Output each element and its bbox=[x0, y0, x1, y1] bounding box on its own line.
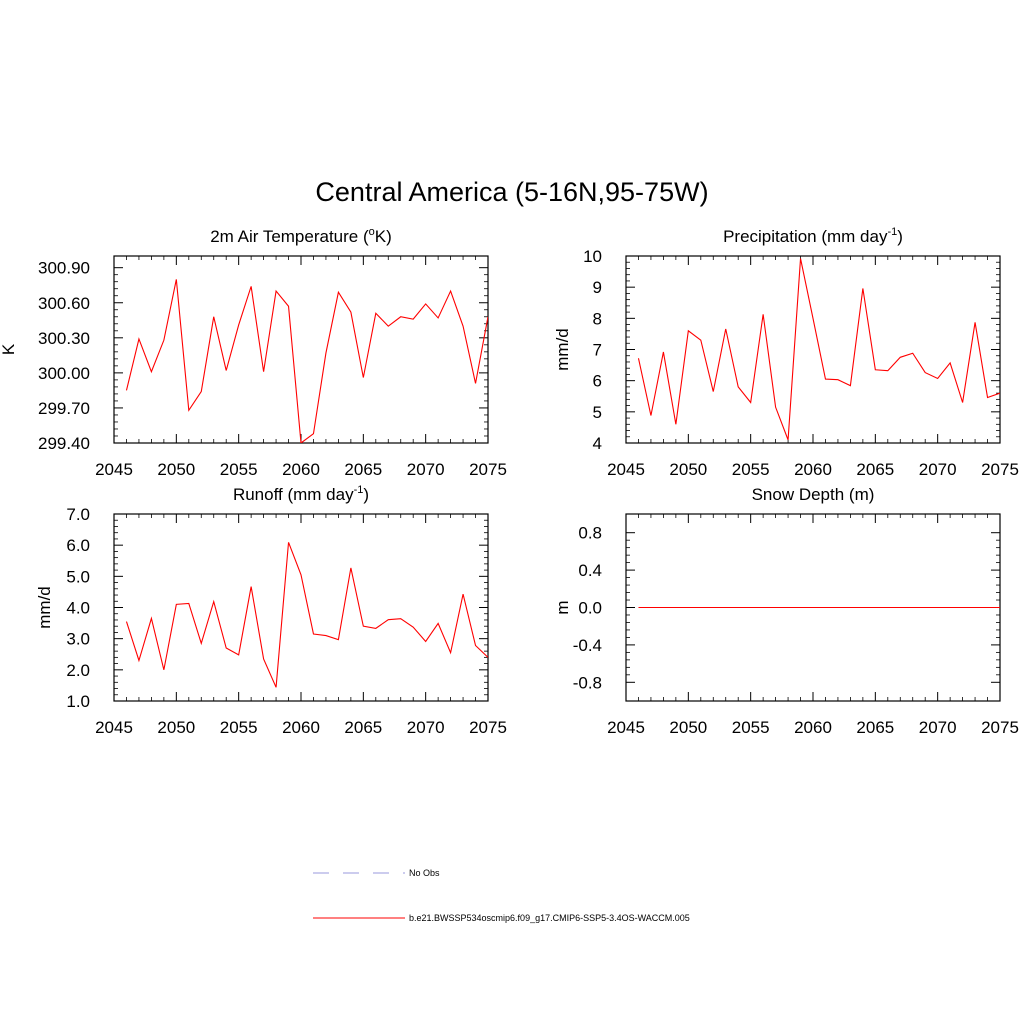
x-tick-label: 2050 bbox=[669, 718, 707, 737]
y-tick-label: 9 bbox=[593, 278, 602, 297]
x-tick-label: 2070 bbox=[919, 718, 957, 737]
x-tick-label: 2045 bbox=[607, 460, 645, 479]
x-tick-label: 2075 bbox=[981, 718, 1019, 737]
panel-title-tail: K) bbox=[375, 227, 392, 246]
panel-title-superscript: -1 bbox=[354, 484, 364, 496]
series-line-1 bbox=[125, 542, 488, 688]
panel-title-tail: ) bbox=[363, 485, 369, 504]
panel-title: Snow Depth (m) bbox=[752, 485, 875, 504]
panel-title: Precipitation (mm day-1) bbox=[723, 226, 903, 246]
plot-frame bbox=[113, 255, 489, 444]
y-tick-label: 6.0 bbox=[66, 536, 90, 555]
y-tick-label: 1.0 bbox=[66, 692, 90, 711]
panel-title-text: Runoff (mm day bbox=[233, 485, 354, 504]
legend-item-1: No Obs bbox=[313, 868, 440, 878]
x-tick-label: 2070 bbox=[407, 718, 445, 737]
panel-title-superscript: o bbox=[369, 226, 375, 238]
y-tick-label: 300.60 bbox=[38, 294, 90, 313]
x-tick-label: 2075 bbox=[469, 460, 507, 479]
x-tick-label: 2060 bbox=[794, 460, 832, 479]
y-tick-label: 6 bbox=[593, 372, 602, 391]
y-axis-label: mm/d bbox=[553, 328, 572, 371]
panel-title: Runoff (mm day-1) bbox=[233, 484, 369, 504]
y-tick-label: 299.70 bbox=[38, 399, 90, 418]
x-tick-label: 2060 bbox=[282, 718, 320, 737]
legend-label: No Obs bbox=[409, 868, 440, 878]
x-tick-label: 2055 bbox=[732, 460, 770, 479]
series-line-1 bbox=[637, 258, 1000, 441]
y-tick-label: 300.30 bbox=[38, 329, 90, 348]
legend-label: b.e21.BWSSP534oscmip6.f09_g17.CMIP6-SSP5… bbox=[409, 913, 690, 923]
x-tick-label: 2060 bbox=[282, 460, 320, 479]
x-tick-label: 2045 bbox=[95, 460, 133, 479]
panel-title-text: Snow Depth (m) bbox=[752, 485, 875, 504]
y-tick-label: 0.4 bbox=[578, 561, 602, 580]
y-tick-label: 8 bbox=[593, 309, 602, 328]
chart-panel-3: Runoff (mm day-1) 2045 2050 2055 2060 2065 207… bbox=[35, 484, 507, 737]
panel-title-tail: ) bbox=[897, 227, 903, 246]
plot-frame bbox=[113, 513, 489, 702]
chart-panels: 2m Air Temperature (oK)2045 2050 2055 2060 2… bbox=[0, 226, 1019, 737]
x-tick-label: 2055 bbox=[220, 718, 258, 737]
legend-item-2: b.e21.BWSSP534oscmip6.f09_g17.CMIP6-SSP5… bbox=[313, 913, 690, 923]
y-tick-label: 4.0 bbox=[66, 599, 90, 618]
y-tick-label: 300.90 bbox=[38, 259, 90, 278]
x-tick-label: 2055 bbox=[732, 718, 770, 737]
y-tick-label: 300.00 bbox=[38, 364, 90, 383]
figure-title: Central America (5-16N,95-75W) bbox=[315, 177, 708, 207]
x-tick-label: 2055 bbox=[220, 460, 258, 479]
y-tick-label: 299.40 bbox=[38, 434, 90, 453]
y-tick-label: 5.0 bbox=[66, 567, 90, 586]
y-tick-label: -0.4 bbox=[573, 636, 602, 655]
x-tick-label: 2070 bbox=[407, 460, 445, 479]
y-tick-label: 5 bbox=[593, 403, 602, 422]
y-axis-label: K bbox=[0, 343, 18, 355]
x-tick-label: 2070 bbox=[919, 460, 957, 479]
y-tick-label: 7 bbox=[593, 341, 602, 360]
chart-panel-2: Precipitation (mm day-1) 2045 2050 2055 2060… bbox=[553, 226, 1019, 479]
x-tick-label: 2045 bbox=[95, 718, 133, 737]
y-tick-label: 2.0 bbox=[66, 661, 90, 680]
y-tick-label: 4 bbox=[593, 434, 602, 453]
panel-title: 2m Air Temperature (oK) bbox=[210, 226, 392, 246]
y-tick-label: -0.8 bbox=[573, 673, 602, 692]
x-tick-label: 2075 bbox=[469, 718, 507, 737]
y-tick-label: 7.0 bbox=[66, 505, 90, 524]
y-tick-label: 3.0 bbox=[66, 630, 90, 649]
x-tick-label: 2050 bbox=[157, 718, 195, 737]
plot-frame bbox=[625, 255, 1001, 444]
x-tick-label: 2045 bbox=[607, 718, 645, 737]
chart-panel-1: 2m Air Temperature (oK) 2045 2050 2055 2060 2… bbox=[0, 226, 507, 479]
chart-panel-4: Snow Depth (m) 2045 2050 2055 2060 2065 2070 20… bbox=[553, 485, 1019, 737]
y-tick-label: 0.8 bbox=[578, 524, 602, 543]
y-axis-label: mm/d bbox=[35, 586, 54, 629]
x-tick-label: 2065 bbox=[856, 718, 894, 737]
x-tick-label: 2050 bbox=[157, 460, 195, 479]
panel-title-text: 2m Air Temperature ( bbox=[210, 227, 369, 246]
series-line-1 bbox=[125, 279, 488, 443]
legend: No Obs b.e21.BWSSP534oscmip6.f09_g17.CMIP… bbox=[313, 868, 690, 923]
y-tick-label: 0.0 bbox=[578, 599, 602, 618]
x-tick-label: 2065 bbox=[344, 718, 382, 737]
panel-title-superscript: -1 bbox=[887, 226, 897, 238]
x-tick-label: 2050 bbox=[669, 460, 707, 479]
x-tick-label: 2075 bbox=[981, 460, 1019, 479]
x-tick-label: 2060 bbox=[794, 718, 832, 737]
panel-title-text: Precipitation (mm day bbox=[723, 227, 888, 246]
y-tick-label: 10 bbox=[583, 247, 602, 266]
x-tick-label: 2065 bbox=[344, 460, 382, 479]
y-axis-label: m bbox=[553, 600, 572, 614]
x-tick-label: 2065 bbox=[856, 460, 894, 479]
